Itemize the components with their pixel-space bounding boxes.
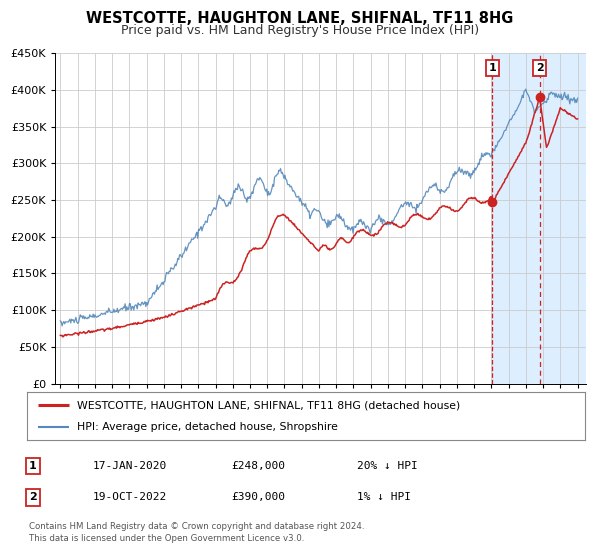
Text: 19-OCT-2022: 19-OCT-2022 xyxy=(93,492,167,502)
Bar xyxy=(492,53,586,384)
Text: 1: 1 xyxy=(488,63,496,73)
Text: 20% ↓ HPI: 20% ↓ HPI xyxy=(357,461,418,471)
Text: Contains HM Land Registry data © Crown copyright and database right 2024.: Contains HM Land Registry data © Crown c… xyxy=(29,522,364,531)
Text: Price paid vs. HM Land Registry's House Price Index (HPI): Price paid vs. HM Land Registry's House … xyxy=(121,24,479,36)
Text: 1% ↓ HPI: 1% ↓ HPI xyxy=(357,492,411,502)
Text: WESTCOTTE, HAUGHTON LANE, SHIFNAL, TF11 8HG: WESTCOTTE, HAUGHTON LANE, SHIFNAL, TF11 … xyxy=(86,11,514,26)
Text: HPI: Average price, detached house, Shropshire: HPI: Average price, detached house, Shro… xyxy=(77,422,338,432)
Text: 17-JAN-2020: 17-JAN-2020 xyxy=(93,461,167,471)
Text: This data is licensed under the Open Government Licence v3.0.: This data is licensed under the Open Gov… xyxy=(29,534,304,543)
Text: WESTCOTTE, HAUGHTON LANE, SHIFNAL, TF11 8HG (detached house): WESTCOTTE, HAUGHTON LANE, SHIFNAL, TF11 … xyxy=(77,400,460,410)
Text: 1: 1 xyxy=(29,461,37,471)
Text: 2: 2 xyxy=(536,63,544,73)
Text: 2: 2 xyxy=(29,492,37,502)
Text: £248,000: £248,000 xyxy=(231,461,285,471)
Text: £390,000: £390,000 xyxy=(231,492,285,502)
